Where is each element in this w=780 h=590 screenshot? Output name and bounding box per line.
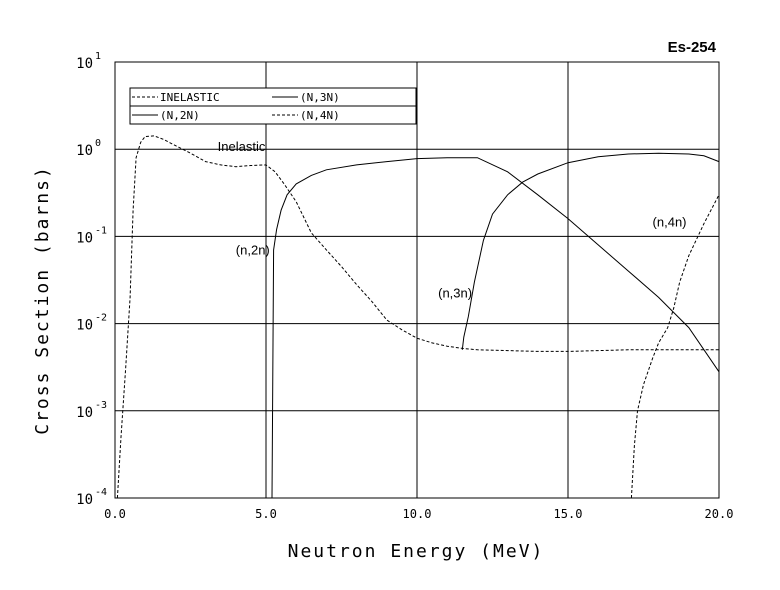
series-line-n4n — [630, 194, 720, 499]
y-tick-label-3: 10 -1 — [76, 225, 107, 246]
y-tick-base-2: 10 — [76, 318, 93, 334]
series-lines — [116, 135, 720, 499]
y-tick-label-0: 10 -4 — [76, 487, 107, 508]
y-tick-exponent-4: 0 — [95, 138, 101, 149]
y-tick-label-4: 10 0 — [76, 138, 101, 159]
y-tick-exponent-2: -2 — [95, 313, 107, 324]
y-tick-base-5: 10 — [76, 56, 93, 72]
annotation-2: (n,3n) — [438, 285, 472, 300]
y-tick-exponent-0: -4 — [95, 487, 107, 498]
series-line-inelastic — [116, 135, 719, 499]
y-tick-exponent-1: -3 — [95, 400, 107, 411]
legend-label-n2n: (N,2N) — [160, 109, 200, 122]
x-tick-label-3: 15.0 — [554, 507, 583, 521]
x-tick-label-1: 5.0 — [255, 507, 277, 521]
x-tick-label-4: 20.0 — [705, 507, 734, 521]
y-tick-base-3: 10 — [76, 230, 93, 246]
y-tick-base-0: 10 — [76, 492, 93, 508]
annotation-1: (n,2n) — [236, 243, 270, 258]
y-axis-label: Cross Section (barns) — [32, 165, 53, 435]
grid-lines — [114, 61, 720, 499]
y-tick-label-1: 10 -3 — [76, 400, 107, 421]
x-axis-label: Neutron Energy (MeV) — [288, 541, 545, 562]
legend-label-n3n: (N,3N) — [300, 91, 340, 104]
y-tick-label-5: 10 1 — [76, 51, 101, 72]
x-tick-labels: 0.0 5.0 10.0 15.0 20.0 — [104, 507, 733, 521]
plot-frame — [114, 61, 720, 499]
annotation-0: Inelastic — [218, 139, 266, 154]
y-tick-label-2: 10 -2 — [76, 313, 107, 334]
annotations: Inelastic (n,2n) (n,3n) (n,4n) — [218, 139, 687, 300]
y-tick-exponent-3: -1 — [95, 225, 107, 236]
series-line-n2n — [271, 157, 720, 499]
x-tick-label-0: 0.0 — [104, 507, 126, 521]
legend-label-n4n: (N,4N) — [300, 109, 340, 122]
y-tick-base-4: 10 — [76, 143, 93, 159]
x-tick-label-2: 10.0 — [403, 507, 432, 521]
y-tick-exponent-5: 1 — [95, 51, 101, 62]
annotation-3: (n,4n) — [653, 214, 687, 229]
series-line-n3n — [461, 152, 720, 350]
y-tick-base-1: 10 — [76, 405, 93, 421]
legend: INELASTIC (N,3N) (N,2N) (N,4N) — [129, 87, 417, 125]
chart-title: Es-254 — [668, 39, 717, 56]
legend-label-inelastic: INELASTIC — [160, 91, 220, 104]
